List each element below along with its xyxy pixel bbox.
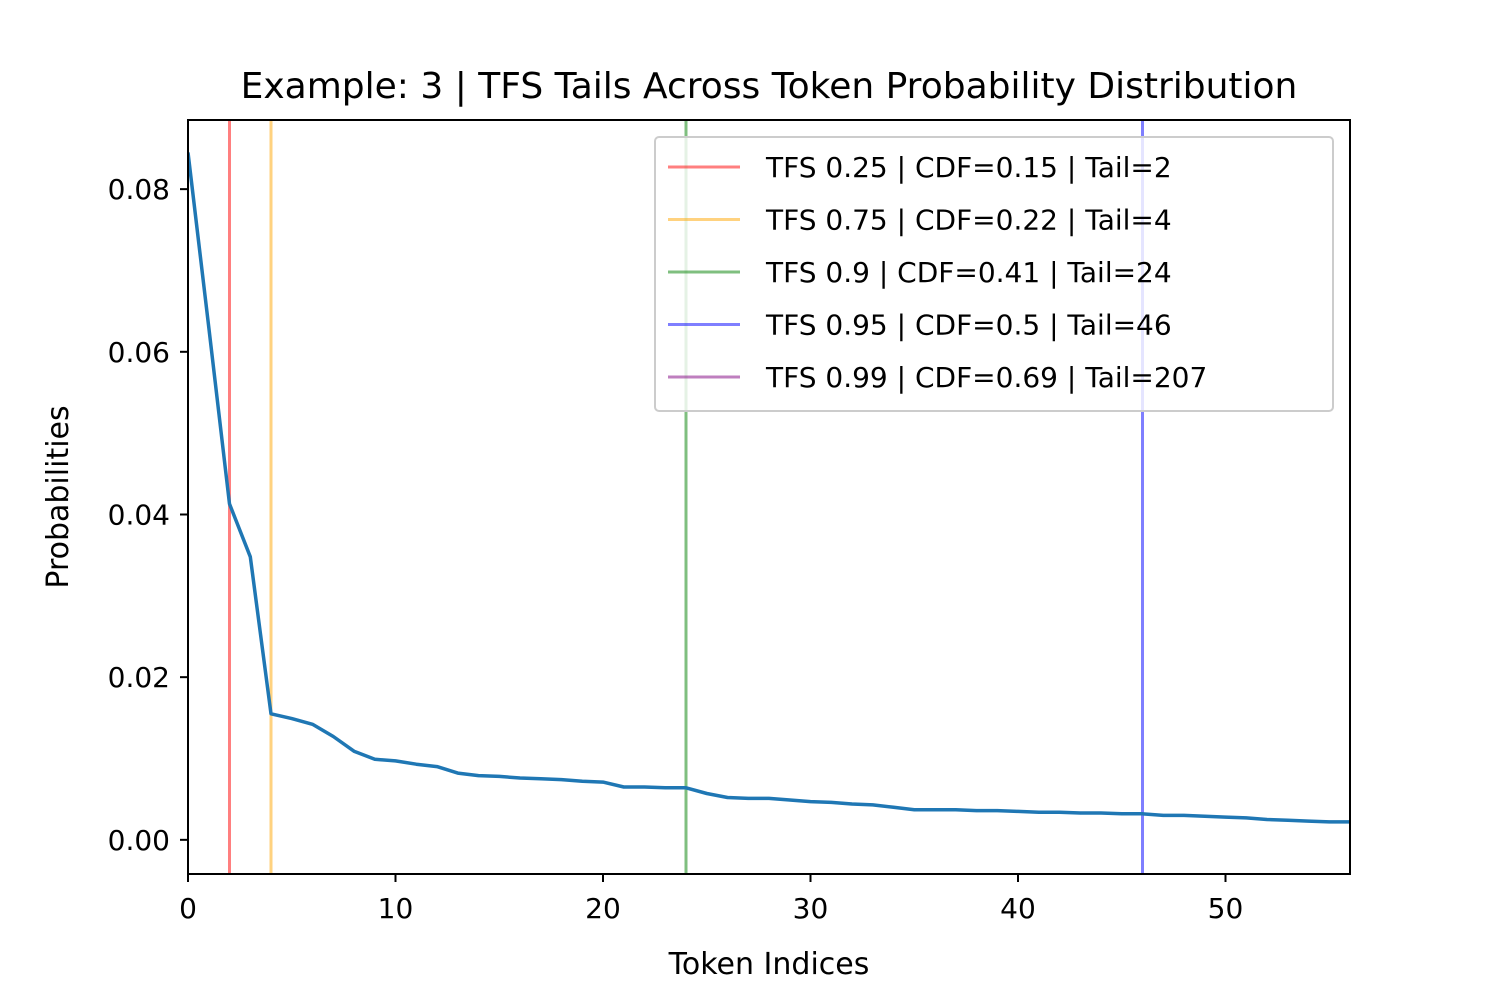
data-point (1287, 819, 1289, 821)
data-point (249, 556, 251, 558)
data-point (581, 780, 583, 782)
legend: TFS 0.25 | CDF=0.15 | Tail=2 TFS 0.75 | C… (654, 136, 1334, 412)
data-point (623, 786, 625, 788)
data-point (809, 801, 812, 803)
data-point (1245, 817, 1247, 819)
data-point (540, 778, 542, 780)
data-point (1266, 818, 1268, 821)
data-point (332, 735, 334, 738)
legend-label: TFS 0.99 | CDF=0.69 | Tail=207 (765, 361, 1207, 394)
legend-label: TFS 0.9 | CDF=0.41 | Tail=24 (765, 256, 1172, 289)
data-point (291, 718, 293, 720)
x-tick-label: 0 (179, 892, 197, 925)
data-point (1058, 811, 1061, 813)
x-tick-label: 40 (1000, 892, 1036, 925)
legend-items: TFS 0.25 | CDF=0.15 | Tail=2 TFS 0.75 | C… (668, 151, 1207, 394)
data-point (726, 796, 729, 799)
data-point (228, 503, 231, 505)
data-point (996, 809, 998, 812)
data-point (851, 803, 853, 805)
y-axis-label: Probabilities (41, 405, 76, 588)
data-point (1038, 811, 1040, 813)
data-point (955, 809, 957, 811)
data-point (1141, 813, 1144, 815)
y-tick-label: 0.08 (108, 173, 170, 206)
data-point (872, 804, 874, 806)
legend-label: TFS 0.25 | CDF=0.15 | Tail=2 (765, 151, 1172, 184)
data-point (374, 758, 376, 760)
data-point (685, 787, 687, 789)
data-point (892, 806, 895, 808)
data-point (706, 792, 708, 795)
data-point (602, 781, 604, 783)
y-tick-label: 0.00 (108, 824, 170, 857)
x-tick-label: 10 (378, 892, 414, 925)
x-tick-label: 20 (585, 892, 621, 925)
data-point (1307, 820, 1310, 822)
data-point (1017, 810, 1019, 812)
data-point (1204, 815, 1206, 817)
data-point (353, 750, 355, 752)
plot-frame (187, 119, 1351, 875)
data-point (789, 799, 791, 801)
data-point (768, 797, 770, 799)
data-point (415, 763, 417, 765)
data-point (1121, 813, 1123, 815)
x-tick-label: 50 (1208, 892, 1244, 925)
data-point (477, 774, 480, 777)
y-tick-label: 0.04 (108, 498, 170, 531)
data-point (394, 760, 397, 762)
x-axis-ticks: 0 10 20 30 40 50 (179, 874, 1243, 925)
data-point (830, 801, 832, 804)
legend-label: TFS 0.75 | CDF=0.22 | Tail=4 (765, 204, 1172, 237)
data-point (1162, 814, 1164, 817)
y-tick-label: 0.06 (108, 336, 170, 369)
data-point (747, 797, 749, 799)
data-point (913, 809, 915, 811)
chart-title: Example: 3 | TFS Tails Across Token Prob… (241, 66, 1298, 107)
data-point (664, 787, 666, 789)
data-point (975, 809, 978, 812)
data-point (436, 766, 438, 768)
x-tick-label: 30 (793, 892, 829, 925)
data-point (1079, 812, 1081, 814)
data-point (643, 786, 646, 788)
x-axis-label: Token Indices (668, 947, 870, 982)
y-axis-ticks: 0.00 0.02 0.04 0.06 0.08 (108, 173, 188, 857)
data-point (311, 723, 314, 725)
data-point (208, 326, 210, 329)
data-point (457, 772, 459, 774)
data-point (934, 809, 936, 811)
data-point (1100, 812, 1102, 814)
data-point (1224, 816, 1227, 818)
data-point (519, 777, 521, 779)
data-point (1328, 821, 1330, 823)
y-tick-label: 0.02 (108, 661, 170, 694)
data-point (1183, 814, 1185, 817)
legend-box (654, 136, 1334, 412)
data-point (498, 775, 500, 777)
legend-label: TFS 0.95 | CDF=0.5 | Tail=46 (765, 309, 1172, 342)
data-point (270, 713, 272, 715)
data-point (560, 779, 563, 781)
